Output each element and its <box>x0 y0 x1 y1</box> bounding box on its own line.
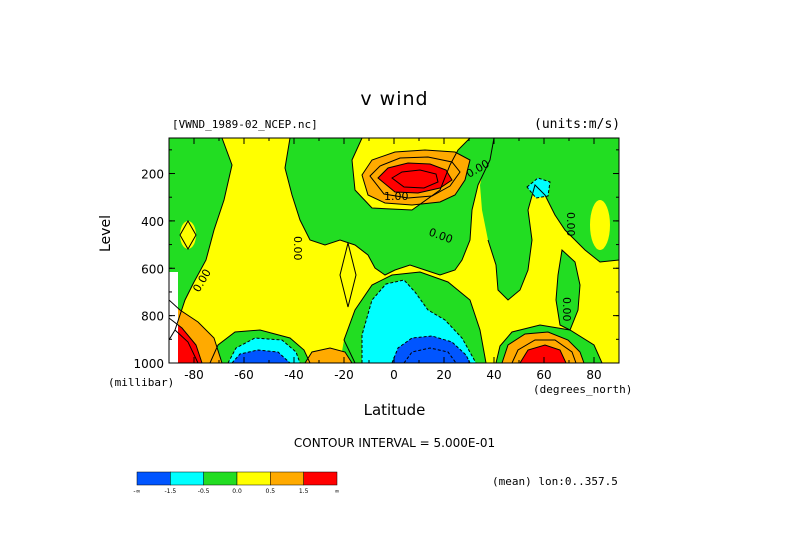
x-tick-label: -40 <box>284 368 304 382</box>
contour-label: 0.00 <box>560 297 573 322</box>
colorbar-label: 0.5 <box>266 488 276 495</box>
contour-line <box>179 219 197 251</box>
contour-line <box>227 337 301 363</box>
colorbar-label: 0.0 <box>232 488 242 495</box>
yellow-island-left <box>180 221 196 249</box>
colorbar-label: -1.5 <box>164 488 176 495</box>
contour-line <box>511 339 577 363</box>
contour-line <box>495 324 603 363</box>
contour-line <box>501 331 585 363</box>
colorbar-label: 1.5 <box>299 488 309 495</box>
colorbar-bin <box>236 471 271 486</box>
contour-line <box>209 329 311 363</box>
colorbar-bin <box>203 471 238 486</box>
x-tick-label: -80 <box>184 368 204 382</box>
contour-line <box>339 242 357 308</box>
missing-data-white <box>169 272 178 363</box>
colorbar-label: ∞ <box>335 488 340 495</box>
colorbar-bin <box>170 471 204 486</box>
y-tick-label: 600 <box>141 262 164 276</box>
chart-title: v wind <box>360 88 429 110</box>
contour-line <box>284 138 495 276</box>
contour-line <box>169 299 223 363</box>
contour-line <box>361 279 477 363</box>
x-ticks: -80 -60 -40 -20 0 20 40 60 80 <box>168 138 620 382</box>
plot-area: 0.00 1.00 0.00 0.00 0.00 0.00 0.00 <box>169 138 619 363</box>
contour-line <box>391 169 439 189</box>
orange-region-lower-left <box>305 348 352 363</box>
blue-region-left <box>232 350 290 363</box>
green-region-right-lower <box>556 250 580 330</box>
x-tick-label: -20 <box>334 368 354 382</box>
colorbar-bin <box>136 471 171 486</box>
contour-line <box>169 138 233 341</box>
colorbar: -∞ -1.5 -0.5 0.0 0.5 1.5 ∞ <box>133 471 340 495</box>
contour-label: 1.00 <box>384 190 409 203</box>
contour-line <box>351 138 471 211</box>
y-axis-unit: (millibar) <box>108 376 175 389</box>
contour-line <box>361 149 471 206</box>
green-region-left <box>169 138 232 340</box>
y-tick-label: 200 <box>141 168 164 182</box>
contour-line <box>304 347 353 363</box>
x-axis-unit: (degrees_north) <box>533 383 633 396</box>
x-tick-label: 60 <box>536 368 551 382</box>
y-ticks: 200 400 600 800 1000 <box>133 149 619 371</box>
contour-line <box>174 329 199 363</box>
contour-line <box>377 162 453 194</box>
x-tick-label: 20 <box>436 368 451 382</box>
contour-line <box>369 156 461 199</box>
x-tick-label: 0 <box>390 368 398 382</box>
x-axis-label: Latitude <box>363 401 426 419</box>
contour-line <box>487 184 619 301</box>
yellow-island-center <box>340 243 356 307</box>
contour-interval-label: CONTOUR INTERVAL = 5.000E-01 <box>293 436 496 450</box>
file-label: [VWND_1989-02_NCEP.nc] <box>172 118 318 131</box>
red-region-lower-right <box>520 345 566 363</box>
colorbar-bin <box>270 471 304 486</box>
contour-lines <box>169 138 619 363</box>
y-tick-label: 800 <box>141 310 164 324</box>
contour-line <box>391 335 471 363</box>
contour-line <box>519 344 567 363</box>
red-region-upper <box>378 163 452 193</box>
contour-label: 0.00 <box>564 212 577 237</box>
y-tick-label: 1000 <box>133 357 164 371</box>
x-tick-label: -60 <box>234 368 254 382</box>
yellow-island-right <box>590 200 610 250</box>
contour-line <box>343 271 487 363</box>
units-label: (units:m/s) <box>534 117 621 132</box>
contour-label: 0.00 <box>291 236 304 261</box>
x-tick-label: 80 <box>586 368 601 382</box>
colorbar-label: -∞ <box>133 488 140 495</box>
x-tick-label: 40 <box>486 368 501 382</box>
contour-line <box>403 347 457 363</box>
colorbar-bin <box>303 471 338 486</box>
mean-longitude-label: (mean) lon:0..357.5 <box>492 475 618 488</box>
green-region-right <box>480 138 619 300</box>
y-tick-label: 400 <box>141 215 164 229</box>
contour-line <box>526 177 551 199</box>
contour-line <box>169 317 203 363</box>
colorbar-label: -0.5 <box>198 488 210 495</box>
contour-line <box>231 349 291 363</box>
